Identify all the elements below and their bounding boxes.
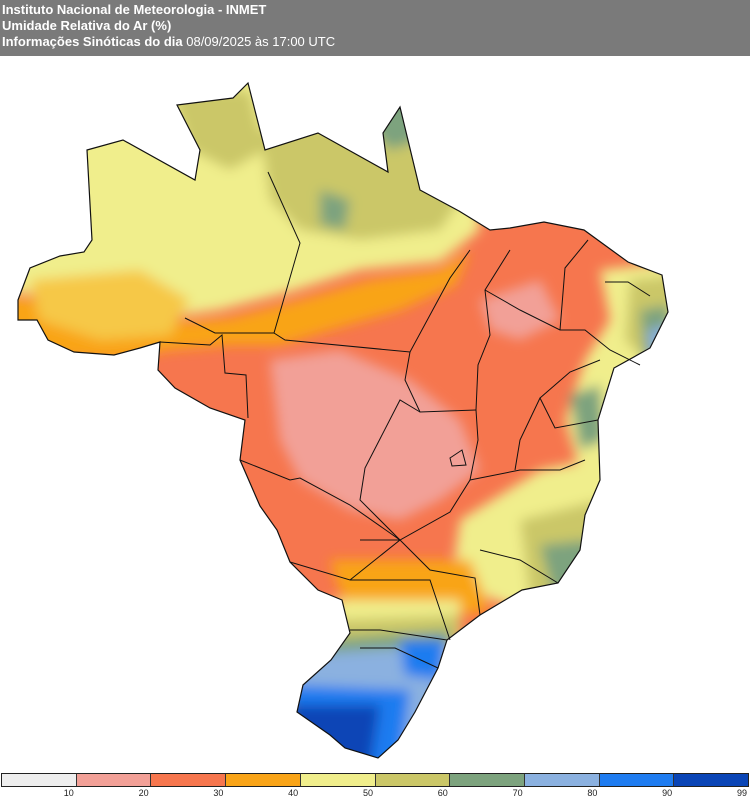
legend-swatch bbox=[76, 774, 152, 786]
date-line: Informações Sinóticas do dia 08/09/2025 … bbox=[2, 34, 750, 50]
legend-tick-label: 50 bbox=[362, 788, 373, 798]
humidity-map bbox=[0, 56, 750, 772]
legend-tick-label: 70 bbox=[512, 788, 523, 798]
legend-tick-label: 30 bbox=[213, 788, 224, 798]
state-borders bbox=[159, 171, 651, 669]
legend-swatch bbox=[674, 774, 749, 786]
variable-title: Umidade Relativa do Ar (%) bbox=[2, 18, 172, 33]
date-line-label: Informações Sinóticas do dia bbox=[2, 34, 183, 49]
legend-swatch bbox=[151, 774, 227, 786]
legend-tick-label: 40 bbox=[288, 788, 299, 798]
legend-ticks: 10 20 30 40 50 60 70 80 90 99 bbox=[0, 787, 750, 800]
legend-tick-label: 90 bbox=[662, 788, 673, 798]
legend-swatch bbox=[226, 774, 301, 786]
legend-swatch bbox=[2, 774, 77, 786]
legend-tick-label: 20 bbox=[138, 788, 149, 798]
brazil-humidity-svg bbox=[17, 82, 669, 759]
legend-tick-label: 80 bbox=[587, 788, 598, 798]
observation-datetime: 08/09/2025 às 17:00 UTC bbox=[186, 34, 336, 49]
legend-tick-label: 60 bbox=[437, 788, 448, 798]
humidity-legend: 10 20 30 40 50 60 70 80 90 99 bbox=[0, 772, 750, 800]
map-header: Instituto Nacional de Meteorologia - INM… bbox=[0, 0, 750, 56]
legend-swatch bbox=[524, 774, 600, 786]
legend-swatch bbox=[300, 774, 376, 786]
legend-color-bar bbox=[1, 773, 749, 787]
legend-swatch bbox=[450, 774, 525, 786]
legend-swatch bbox=[599, 774, 675, 786]
institute-title: Instituto Nacional de Meteorologia - INM… bbox=[2, 2, 267, 17]
humidity-field bbox=[18, 83, 668, 758]
legend-swatch bbox=[375, 774, 451, 786]
legend-tick-label: 99 bbox=[736, 788, 747, 798]
legend-tick-label: 10 bbox=[63, 788, 74, 798]
